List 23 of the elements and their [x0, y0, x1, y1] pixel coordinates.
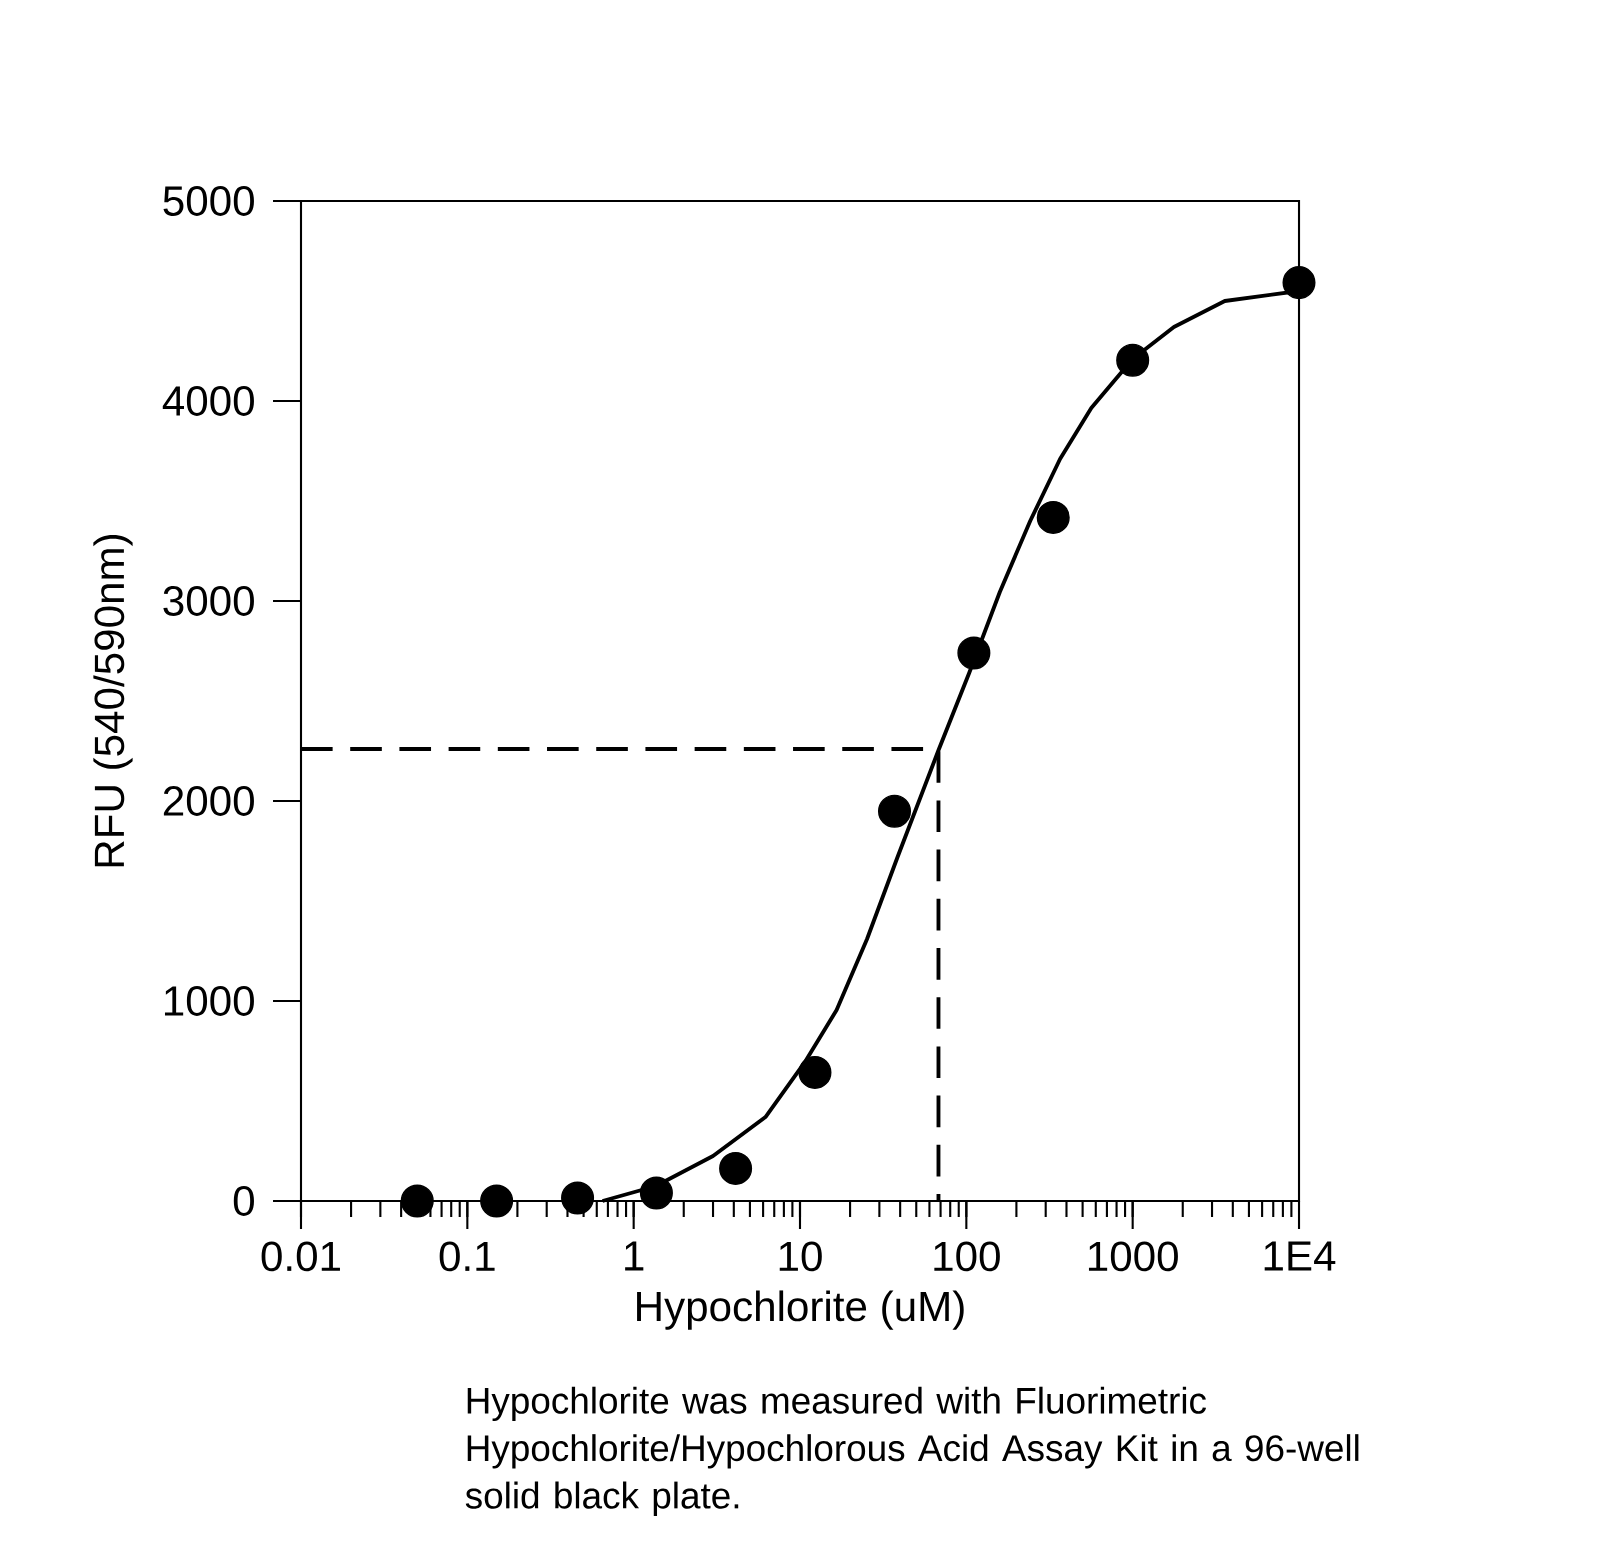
x-axis-title: Hypochlorite (uM)	[637, 1290, 964, 1330]
x-tick-label: 0.1	[439, 1241, 495, 1272]
x-tick-label: 10	[779, 1241, 822, 1272]
text: Hypochlorite was measured with Fluorimetric Hypochlorite/Hypochlorous Acid Assay Kit in a 96-well solid black plate.	[465, 1386, 1359, 1516]
y-tick-label: 5000	[163, 186, 254, 216]
y-axis-title: RFU (540/590nm)	[93, 534, 133, 867]
point	[561, 1181, 595, 1215]
point	[719, 1151, 753, 1185]
point	[1036, 500, 1070, 534]
x-tick-label: 1	[625, 1241, 644, 1271]
point	[877, 794, 912, 828]
point	[480, 1184, 514, 1218]
y-tick-label: 3000	[163, 586, 254, 616]
x-tick-label: 0.01	[261, 1241, 340, 1272]
point	[400, 1184, 434, 1218]
y-tick-label: 1000	[164, 986, 254, 1016]
y-tick-label: 0	[233, 1186, 254, 1216]
y-tick-label: 2000	[163, 786, 254, 816]
x-tick-label: 1E4	[1264, 1241, 1336, 1271]
x-tick-label: 100	[934, 1241, 1000, 1272]
y-tick-label: 4000	[162, 386, 254, 416]
point	[798, 1055, 832, 1089]
x-tick-label: 1000	[1088, 1241, 1178, 1272]
